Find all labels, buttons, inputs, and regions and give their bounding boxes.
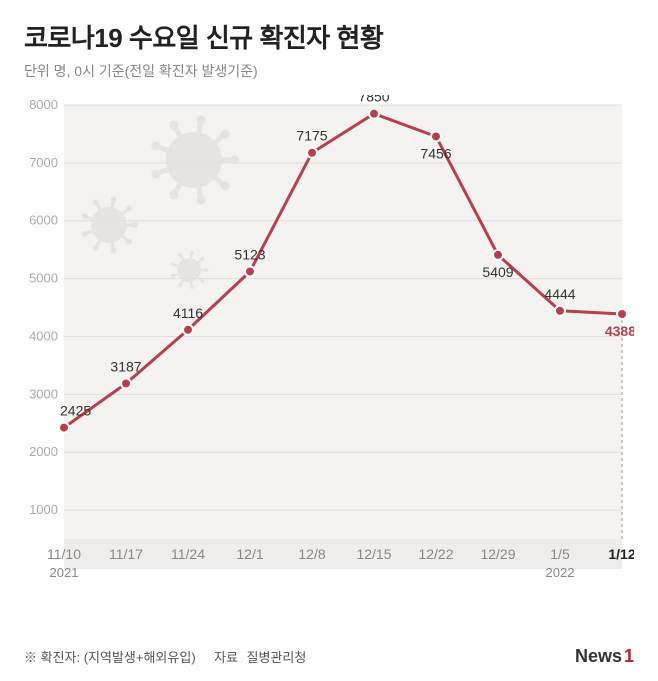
logo-accent: 1 — [624, 646, 634, 667]
page-title: 코로나19 수요일 신규 확진자 현황 — [24, 18, 634, 55]
line-chart: 1000 2000 3000 4000 5000 6000 7000 8000 2425 3187… — [24, 95, 634, 595]
value-label: 5123 — [234, 246, 265, 262]
x-tick-label: 1/12 — [608, 546, 634, 562]
subtitle: 단위 명, 0시 기준(전일 확진자 발생기준) — [24, 61, 634, 81]
value-label: 4444 — [544, 286, 575, 302]
data-point — [307, 148, 317, 158]
value-label: 7456 — [420, 145, 451, 161]
data-point — [555, 306, 565, 316]
value-label: 3187 — [110, 359, 141, 375]
data-point — [183, 325, 193, 335]
data-point — [59, 423, 69, 433]
x-tick-label: 12/1 — [236, 546, 263, 562]
x-tick-label: 11/17 — [109, 546, 143, 562]
y-tick-label: 5000 — [29, 271, 58, 286]
y-tick-label: 8000 — [29, 97, 58, 112]
data-point — [493, 250, 503, 260]
value-label: 4388 — [605, 323, 634, 339]
footer-left: ※ 확진자: (지역발생+해외유입) 자료 질병관리청 — [24, 647, 306, 667]
value-label: 5409 — [482, 264, 513, 280]
data-point — [617, 309, 627, 319]
value-label: 4116 — [173, 305, 203, 321]
x-tick-label: 12/8 — [298, 546, 325, 562]
x-tick-label: 1/5 — [550, 546, 570, 562]
source-value: 질병관리청 — [246, 650, 306, 665]
logo-text: News — [575, 646, 622, 667]
value-label: 2425 — [60, 403, 91, 419]
y-tick-label: 4000 — [29, 328, 58, 343]
y-tick-label: 3000 — [29, 386, 58, 401]
data-point — [121, 379, 131, 389]
y-tick-label: 2000 — [29, 444, 58, 459]
value-label: 7850 — [358, 95, 389, 105]
data-point — [431, 131, 441, 141]
x-tick-label: 12/29 — [480, 546, 515, 562]
data-point — [369, 109, 379, 119]
chart-container: 1000 2000 3000 4000 5000 6000 7000 8000 2425 3187… — [24, 95, 634, 595]
x-tick-label: 11/10 — [47, 546, 81, 562]
y-tick-label: 1000 — [29, 502, 58, 517]
x-year-label: 2022 — [546, 565, 575, 580]
x-tick-label: 12/22 — [418, 546, 453, 562]
footnote: ※ 확진자: (지역발생+해외유입) — [24, 650, 196, 665]
data-point — [245, 266, 255, 276]
y-tick-label: 7000 — [29, 155, 58, 170]
value-label: 7175 — [296, 128, 327, 144]
logo: News 1 — [575, 646, 634, 667]
x-tick-label: 11/24 — [171, 546, 205, 562]
source-label: 자료 — [214, 650, 238, 665]
x-year-label: 2021 — [50, 565, 79, 580]
y-tick-label: 6000 — [29, 213, 58, 228]
x-tick-label: 12/15 — [356, 546, 391, 562]
